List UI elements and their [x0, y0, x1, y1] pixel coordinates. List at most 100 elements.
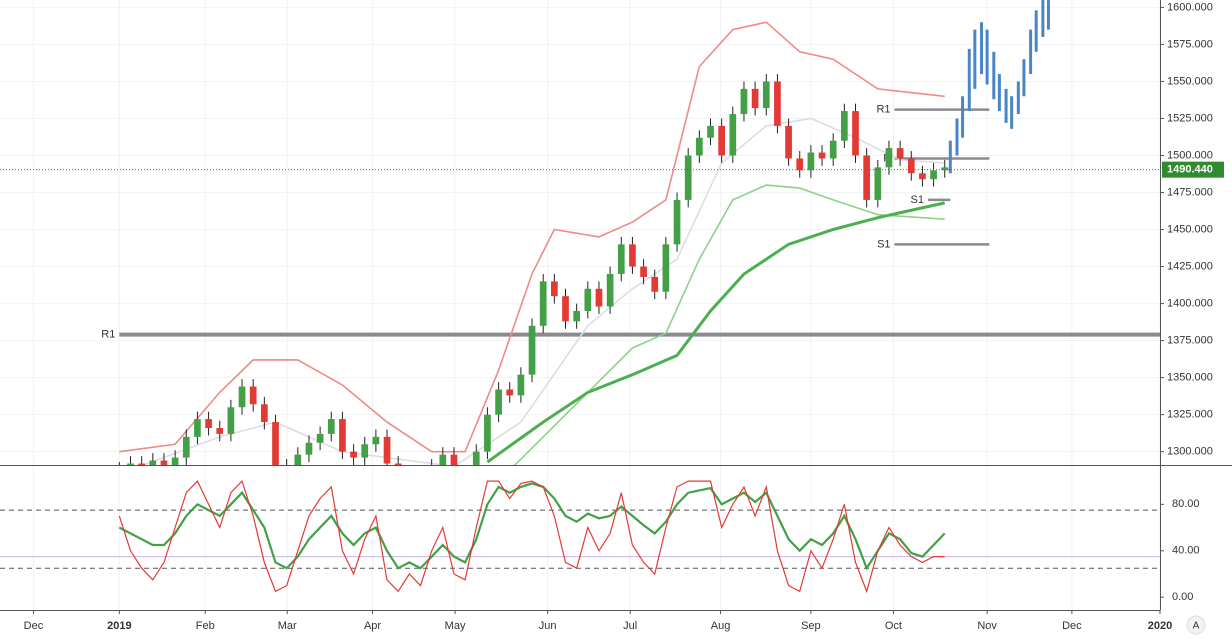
- scale-button[interactable]: A: [1186, 615, 1206, 635]
- candle-body: [606, 273, 614, 307]
- candle-body: [885, 148, 893, 168]
- y-tick-label: 1400.000: [1167, 297, 1213, 309]
- candle-body: [528, 325, 536, 375]
- candle-body: [896, 148, 904, 159]
- candle-body: [595, 288, 603, 307]
- candle-body: [874, 167, 882, 200]
- y-tick-label: 1600.000: [1167, 1, 1213, 13]
- y-tick-label: 1500.000: [1167, 149, 1213, 161]
- candle-body: [227, 407, 235, 434]
- y-tick-label: 1350.000: [1167, 372, 1213, 384]
- indicator-line: [141, 117, 945, 465]
- last-price-box: [1162, 161, 1224, 178]
- y-tick-label: 1450.000: [1167, 223, 1213, 235]
- indicator-line: [486, 201, 946, 464]
- candle-body: [182, 436, 190, 458]
- candle-body: [372, 436, 380, 445]
- x-tick-label: Apr: [364, 620, 381, 632]
- candle-body: [394, 463, 402, 465]
- candle-body: [841, 111, 848, 141]
- candle-body: [383, 436, 391, 464]
- x-tick-label: May: [445, 620, 466, 632]
- last-price-label: 1490.440: [1167, 164, 1213, 176]
- candle-body: [707, 125, 714, 138]
- candle-body: [863, 155, 870, 200]
- candle-body: [361, 444, 369, 458]
- x-tick-label: 2019: [107, 620, 131, 632]
- candle-body: [327, 419, 335, 434]
- grid: [0, 0, 1161, 610]
- x-tick-label: 2020: [1148, 620, 1172, 632]
- candle-body: [517, 374, 525, 396]
- candle-body: [294, 454, 302, 465]
- candle-body: [562, 296, 569, 322]
- y-tick-label: 1325.000: [1167, 409, 1213, 421]
- candle-body: [305, 442, 313, 455]
- candle-body: [450, 454, 458, 465]
- candle-body: [751, 88, 759, 109]
- pivot-label: R1: [101, 329, 115, 341]
- indicator-line: [513, 184, 945, 465]
- x-tick-label: Sep: [801, 620, 821, 632]
- pivot-label: S1: [877, 238, 890, 250]
- x-tick-label: Oct: [885, 620, 902, 632]
- x-tick-label: Nov: [977, 620, 997, 632]
- price-panel: R1R1PS1S1: [0, 0, 1160, 465]
- candle-body: [573, 310, 580, 322]
- candle-body: [651, 276, 659, 292]
- candle-body: [729, 114, 737, 156]
- x-tick-label: Jun: [539, 620, 557, 632]
- candle-body: [617, 244, 625, 274]
- oscillator-panel: [0, 479, 1160, 594]
- button-label[interactable]: A: [1193, 621, 1200, 632]
- x-tick-label: Jul: [623, 620, 637, 632]
- candle-body: [439, 454, 447, 465]
- x-tick-label: Dec: [24, 620, 44, 632]
- osc-line: [118, 479, 945, 594]
- candle-body: [673, 199, 681, 245]
- candle-body: [807, 152, 815, 171]
- candle-body: [930, 170, 937, 180]
- candle-body: [762, 81, 770, 109]
- candle-body: [852, 111, 859, 156]
- candle-body: [796, 158, 804, 171]
- osc-y-tick-label: 40.00: [1172, 545, 1200, 557]
- candle-body: [539, 281, 547, 326]
- y-tick-label: 1550.000: [1167, 75, 1213, 87]
- candle-body: [774, 81, 781, 126]
- candle-body: [316, 433, 324, 443]
- x-tick-label: Aug: [711, 620, 731, 632]
- candle-body: [127, 463, 134, 465]
- candle-body: [339, 419, 346, 452]
- candle-body: [740, 88, 748, 115]
- candle-body: [941, 167, 949, 171]
- candle-body: [584, 288, 592, 311]
- y-tick-label: 1425.000: [1167, 260, 1213, 272]
- axes: [0, 0, 1232, 611]
- candle-body: [138, 463, 145, 465]
- candle-body: [160, 460, 168, 465]
- button-bg[interactable]: [1186, 615, 1206, 635]
- candle-body: [272, 422, 279, 465]
- indicator-line: [119, 21, 945, 453]
- candle-body: [551, 281, 558, 297]
- candle-body: [350, 451, 357, 458]
- candle-body: [818, 152, 826, 159]
- candle-body: [662, 244, 670, 292]
- candle-body: [194, 419, 201, 437]
- x-tick-label: Dec: [1062, 620, 1082, 632]
- x-tick-label: Mar: [278, 620, 297, 632]
- candle-body: [238, 386, 246, 408]
- candle-body: [495, 389, 502, 415]
- candle-body: [171, 457, 179, 465]
- y-tick-label: 1300.000: [1167, 446, 1213, 458]
- candle-body: [629, 244, 636, 267]
- candle-body: [249, 386, 257, 405]
- y-tick-label: 1475.000: [1167, 186, 1213, 198]
- candle-body: [696, 137, 703, 156]
- pivot-label: S1: [911, 194, 924, 206]
- osc-y-tick-label: 80.00: [1172, 498, 1200, 510]
- candle-body: [149, 460, 157, 465]
- osc-y-tick-label: 0.00: [1172, 591, 1193, 603]
